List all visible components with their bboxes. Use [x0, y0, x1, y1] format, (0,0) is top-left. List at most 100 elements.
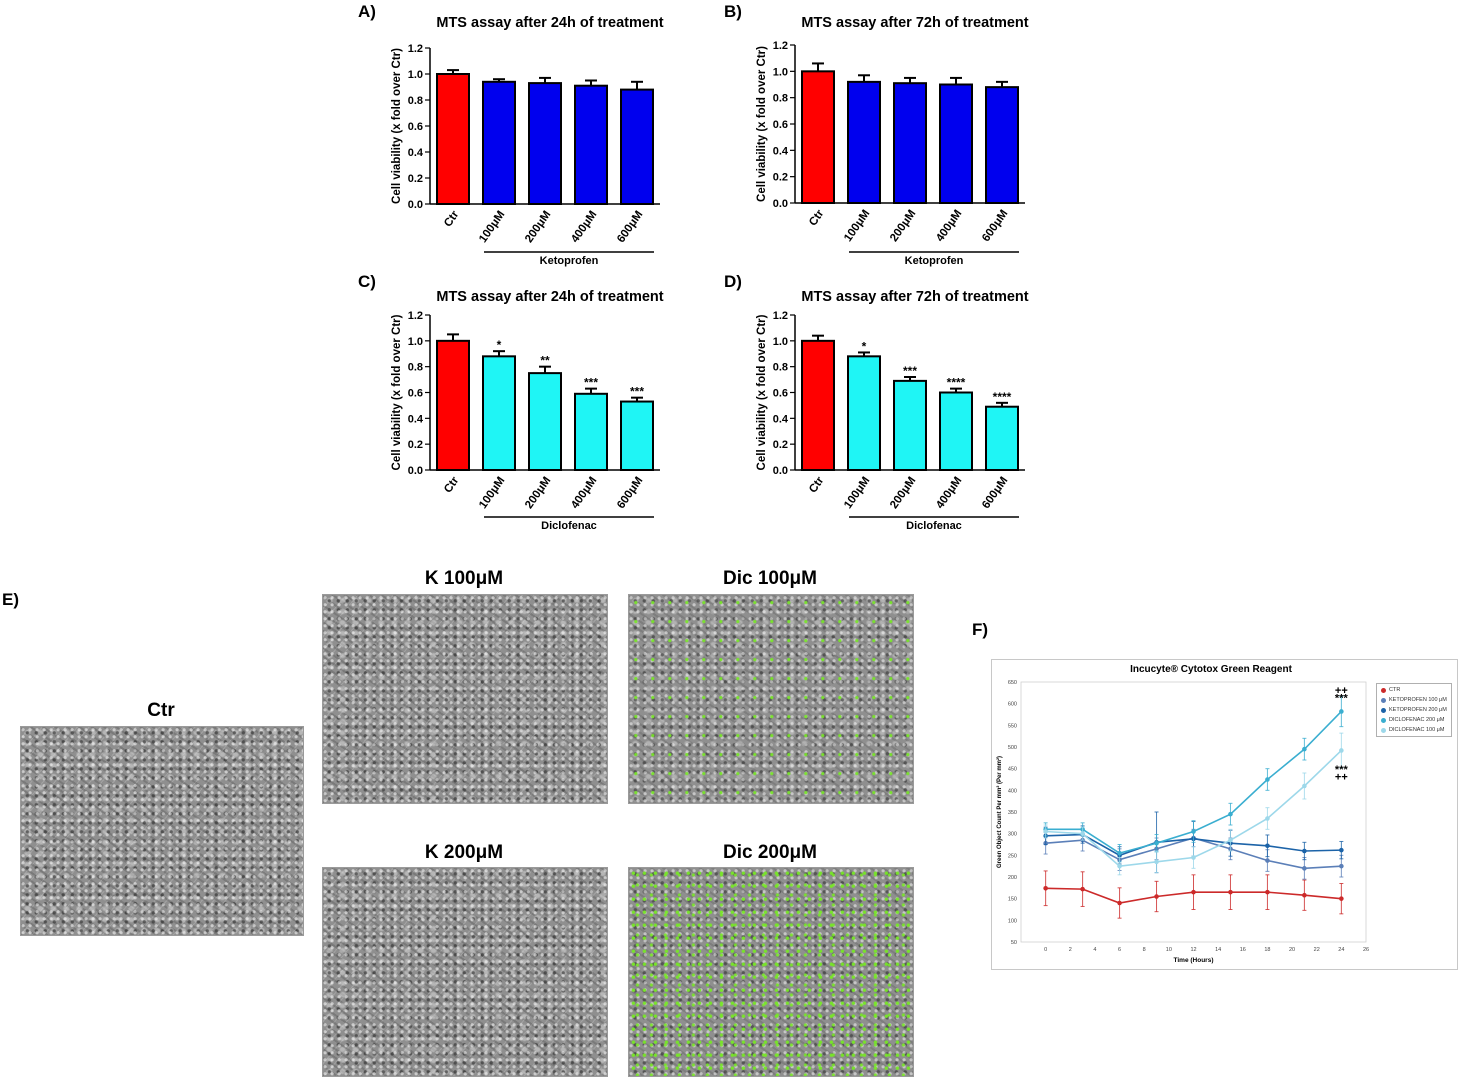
- y-tick-label: 0.2: [773, 172, 788, 184]
- category-label: 600μM: [980, 208, 1010, 244]
- line-chart-legend: CTR KETOPROFEN 100 μM KETOPROFEN 200 μM DIC…: [1376, 683, 1452, 737]
- significance-label: ****: [947, 376, 966, 390]
- panel-label-c: C): [358, 272, 376, 291]
- panel-label-a: A): [358, 2, 376, 21]
- bar-chart-a: MTS assay after 24h of treatment 0.0 0.2 0.…: [391, 15, 664, 267]
- group-label: Diclofenac: [541, 520, 597, 532]
- bar: [893, 379, 927, 471]
- y-tick-label: 0.6: [408, 388, 423, 400]
- legend-swatch: [1381, 698, 1386, 703]
- legend-entry: KETOPROFEN 200 μM: [1389, 707, 1447, 713]
- bar: [574, 392, 608, 471]
- significance-label: **: [540, 354, 550, 368]
- microscopy-image-k200: [322, 867, 608, 1077]
- bar: [620, 88, 654, 205]
- significance-label: ***: [584, 376, 598, 390]
- group-label: Diclofenac: [906, 520, 962, 532]
- chart-title: MTS assay after 24h of treatment: [436, 15, 663, 31]
- bar: [574, 84, 608, 205]
- image-title-dic200: Dic 200μM: [723, 842, 817, 863]
- y-axis-label: Cell viability (x fold over Ctr): [756, 314, 768, 470]
- group-label: Ketoprofen: [540, 255, 599, 267]
- bar: [985, 86, 1019, 204]
- chart-title: MTS assay after 24h of treatment: [436, 289, 663, 305]
- category-label: 600μM: [615, 475, 645, 511]
- category-label: 100μM: [477, 209, 507, 245]
- y-tick-label: 0.2: [408, 439, 423, 451]
- legend-entry: DICLOFENAC 200 μM: [1389, 717, 1445, 723]
- y-tick-label: 0.6: [408, 121, 423, 133]
- line-chart-title: Incucyte® Cytotox Green Reagent: [1130, 664, 1292, 675]
- y-tick-label: 1.0: [773, 66, 788, 78]
- chart-title: MTS assay after 72h of treatment: [801, 289, 1028, 305]
- category-label: Ctr: [442, 474, 462, 495]
- category-label: 200μM: [888, 475, 918, 511]
- y-axis-label: Cell viability (x fold over Ctr): [391, 48, 403, 204]
- bar: [801, 339, 835, 472]
- bar: [847, 80, 881, 204]
- panel-label-f: F): [972, 620, 989, 639]
- significance-label: *: [497, 338, 502, 352]
- microscopy-image-ctr: [20, 726, 304, 936]
- bar: [436, 339, 470, 472]
- microscopy-image-k100: [322, 594, 608, 804]
- y-tick-label: 1.2: [773, 40, 788, 52]
- category-label: Ctr: [807, 207, 827, 228]
- y-tick-label: 0.4: [408, 413, 424, 425]
- legend-swatch: [1381, 688, 1386, 693]
- bar: [620, 400, 654, 471]
- y-axis-label: Cell viability (x fold over Ctr): [756, 46, 768, 202]
- bar-chart-b: MTS assay after 72h of treatment 0.0 0.2 0.…: [756, 15, 1029, 267]
- microscopy-image-dic100: [628, 594, 914, 804]
- microscopy-image-dic200: [628, 867, 914, 1077]
- y-tick-label: 1.0: [408, 69, 423, 81]
- legend-swatch: [1381, 708, 1386, 713]
- bar: [939, 83, 973, 204]
- y-tick-label: 0.0: [408, 199, 423, 211]
- panel-label-e: E): [2, 590, 19, 609]
- y-axis-label: Cell viability (x fold over Ctr): [391, 314, 403, 470]
- category-label: 400μM: [934, 208, 964, 244]
- category-label: 400μM: [569, 475, 599, 511]
- legend-entry: KETOPROFEN 100 μM: [1389, 697, 1447, 703]
- category-label: 600μM: [980, 475, 1010, 511]
- category-label: 400μM: [934, 475, 964, 511]
- y-tick-label: 1.2: [408, 310, 423, 322]
- bar: [939, 391, 973, 471]
- bar-chart-d: MTS assay after 72h of treatment 0.0 0.2 0.…: [756, 289, 1029, 532]
- y-tick-label: 0.2: [773, 439, 788, 451]
- category-label: 100μM: [477, 475, 507, 511]
- category-label: 200μM: [523, 475, 553, 511]
- significance-label: ***: [903, 364, 917, 378]
- y-tick-label: 0.8: [773, 362, 788, 374]
- category-label: Ctr: [442, 208, 462, 229]
- y-tick-label: 1.0: [408, 336, 423, 348]
- category-label: 100μM: [842, 208, 872, 244]
- bar: [436, 73, 470, 205]
- legend-entry: CTR: [1389, 687, 1401, 693]
- bar-charts: MTS assay after 24h of treatment 0.0 0.2 0.…: [391, 15, 1029, 532]
- image-title-k200: K 200μM: [424, 842, 504, 863]
- group-label: Ketoprofen: [905, 255, 964, 267]
- bar: [893, 82, 927, 204]
- bar: [482, 80, 516, 205]
- image-title-ctr: Ctr: [147, 700, 175, 721]
- category-label: 400μM: [569, 209, 599, 245]
- y-tick-label: 1.2: [773, 310, 788, 322]
- significance-label: ***: [630, 385, 644, 399]
- y-tick-label: 0.4: [773, 413, 789, 425]
- legend-swatch: [1381, 728, 1386, 733]
- category-label: 200μM: [523, 209, 553, 245]
- y-tick-label: 0.0: [773, 198, 788, 210]
- legend-swatch: [1381, 718, 1386, 723]
- bar: [482, 355, 516, 472]
- y-tick-label: 0.0: [773, 465, 788, 477]
- chart-title: MTS assay after 72h of treatment: [801, 15, 1028, 31]
- bar-chart-c: MTS assay after 24h of treatment 0.0 0.2 0.…: [391, 289, 664, 532]
- bar: [985, 405, 1019, 472]
- bar: [528, 82, 562, 205]
- bar: [847, 355, 881, 472]
- panel-label-b: B): [724, 2, 742, 21]
- panel-label-d: D): [724, 272, 742, 291]
- legend-entry: DICLOFENAC 100 μM: [1389, 727, 1445, 733]
